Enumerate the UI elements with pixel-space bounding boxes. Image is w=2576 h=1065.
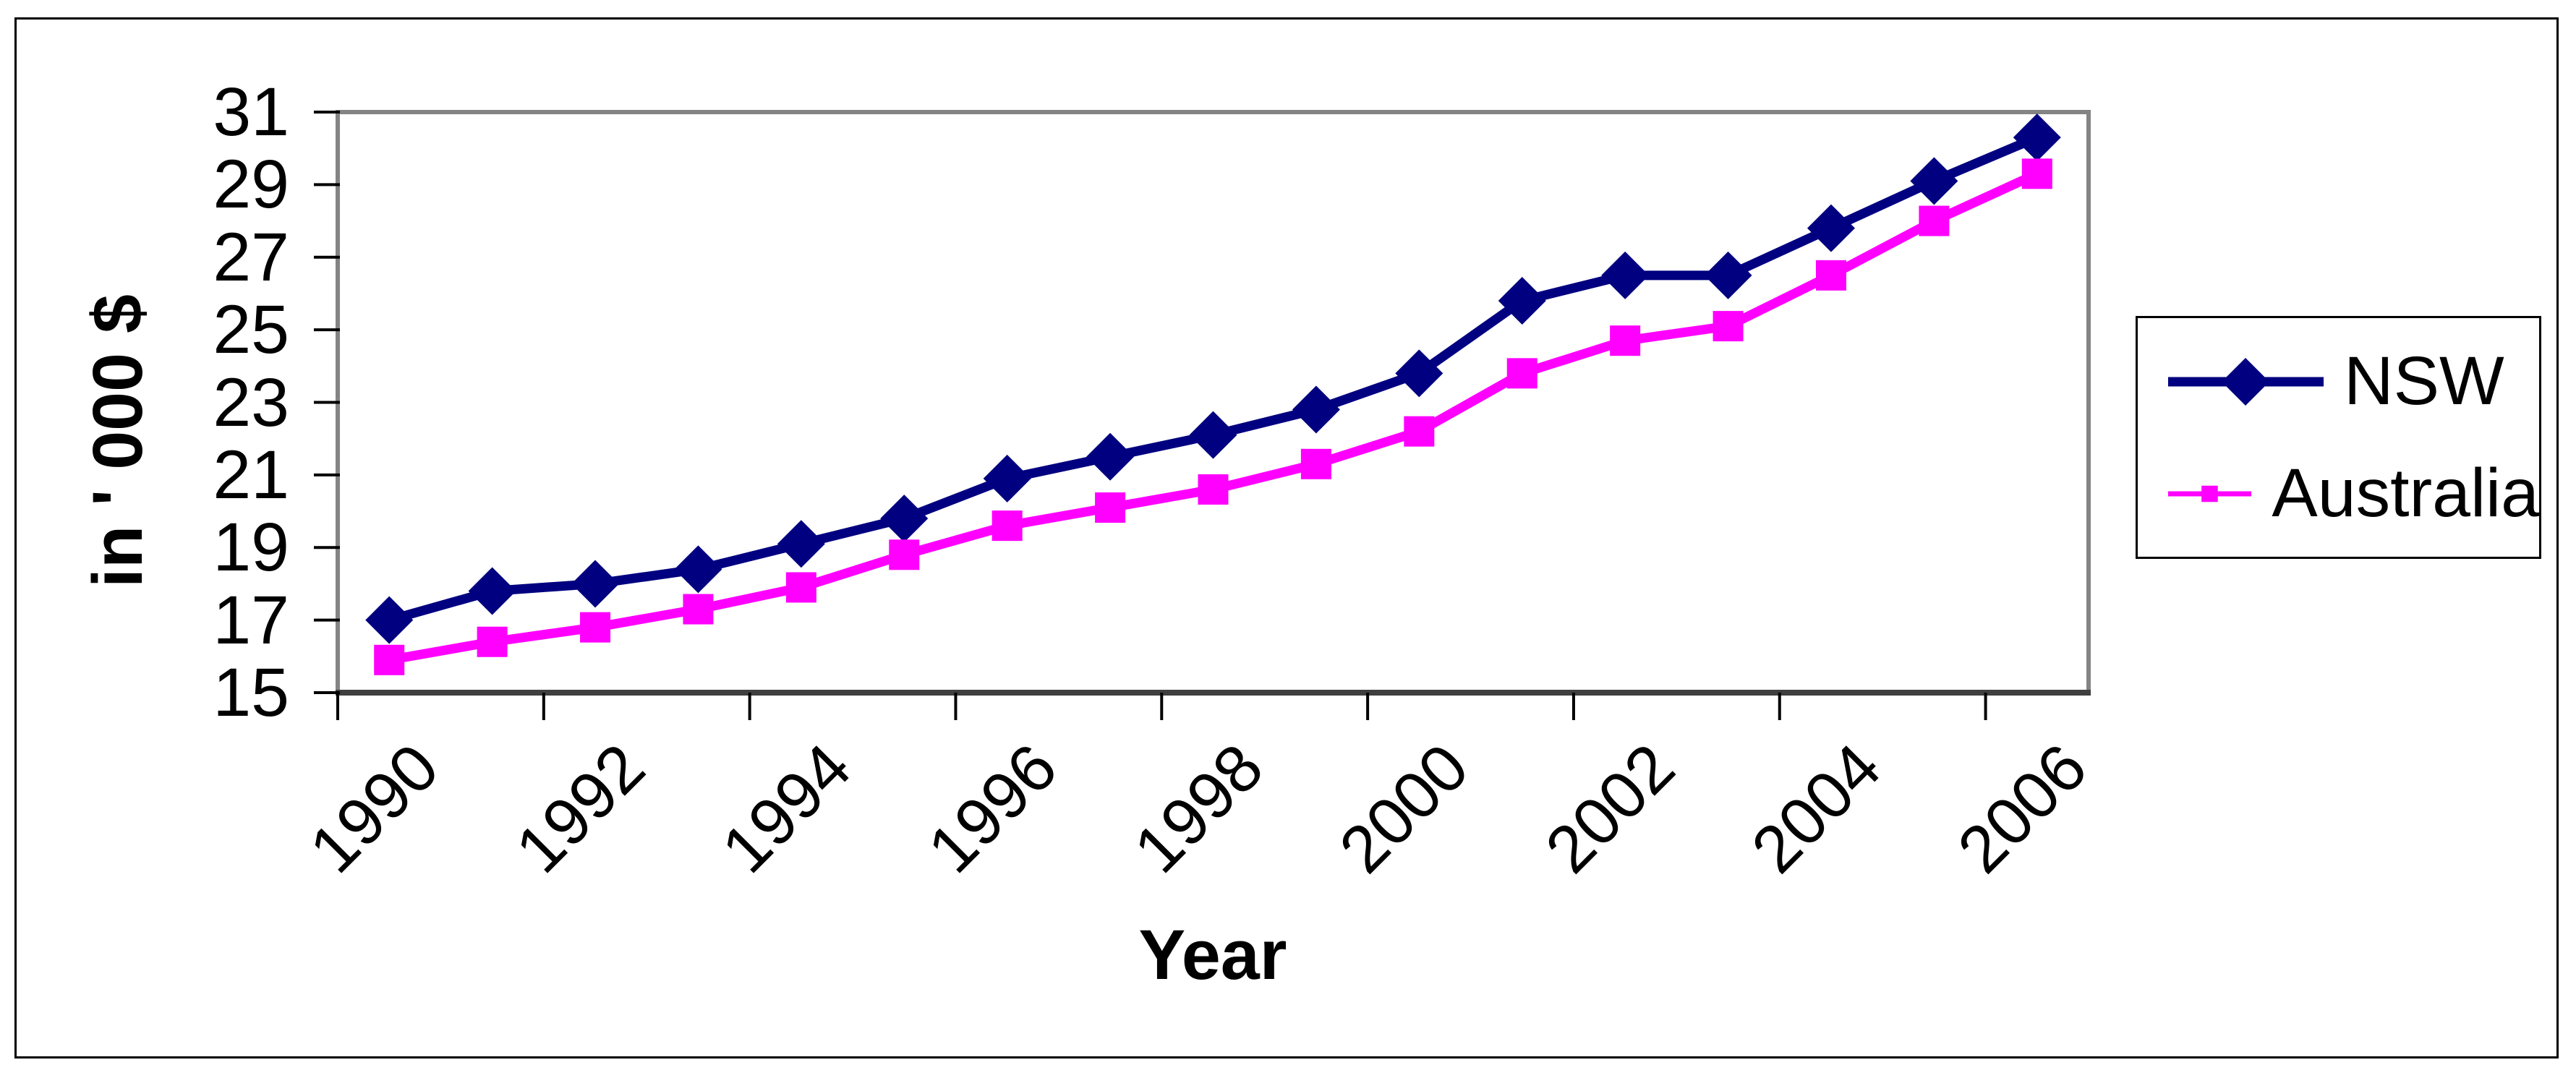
diamond-marker [365,596,414,644]
square-marker [683,594,714,625]
x-axis-title: Year [1138,915,1287,994]
square-marker [2201,485,2218,502]
diamond-marker [1807,204,1855,252]
y-tick-label: 23 [213,364,289,441]
diamond-marker [2013,114,2061,162]
square-marker [1815,260,1846,291]
y-tick-label: 21 [213,436,289,513]
square-marker [374,644,405,675]
figure-border [14,17,2559,1058]
square-marker [1300,448,1331,479]
legend-label-nsw: NSW [2344,343,2504,419]
square-marker [580,612,611,643]
y-axis-title: in ' 000 $ [78,294,157,588]
y-tick-label: 17 [213,581,289,659]
diamond-marker [880,495,929,543]
y-tick-label: 19 [213,509,289,586]
diamond-marker [1704,251,1752,299]
plot-border [336,110,2091,695]
legend-item-australia: Australia [2138,454,2539,533]
y-tick-label: 29 [213,146,289,223]
legend-item-nsw: NSW [2138,342,2539,421]
square-marker [477,626,508,657]
square-marker [1610,325,1641,356]
square-marker [991,510,1023,542]
square-marker [1095,492,1126,523]
legend-label-australia: Australia [2272,455,2539,531]
diamond-marker [1292,385,1340,434]
diamond-marker [1189,411,1237,459]
square-marker [2021,158,2052,189]
square-line-sample-icon [2168,485,2252,502]
square-marker [785,572,816,603]
diamond-line-sample-icon [2168,357,2324,406]
square-marker [1404,416,1435,447]
diamond-marker [1498,276,1546,325]
square-marker [1198,474,1229,505]
series-line-nsw [388,133,2039,625]
diamond-marker [777,520,825,568]
diamond-marker [468,567,516,615]
y-tick-label: 25 [213,291,289,369]
diamond-marker [1395,349,1443,398]
y-tick-label: 15 [213,654,289,731]
diamond-marker [1910,157,1958,205]
square-marker [889,539,920,570]
y-tick-label: 27 [213,218,289,296]
square-marker [1506,358,1538,389]
square-marker [1919,205,1950,236]
diamond-marker [1601,251,1650,299]
diamond-marker [674,545,722,594]
diamond-marker [1086,432,1135,481]
y-tick-label: 31 [213,74,289,150]
legend: NSW Australia [2136,316,2541,559]
diamond-marker [983,454,1031,502]
square-marker [1713,311,1744,342]
diamond-marker [2222,357,2269,406]
diamond-marker [571,560,620,608]
